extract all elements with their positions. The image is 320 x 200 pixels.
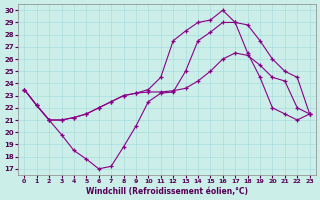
X-axis label: Windchill (Refroidissement éolien,°C): Windchill (Refroidissement éolien,°C) [86,187,248,196]
